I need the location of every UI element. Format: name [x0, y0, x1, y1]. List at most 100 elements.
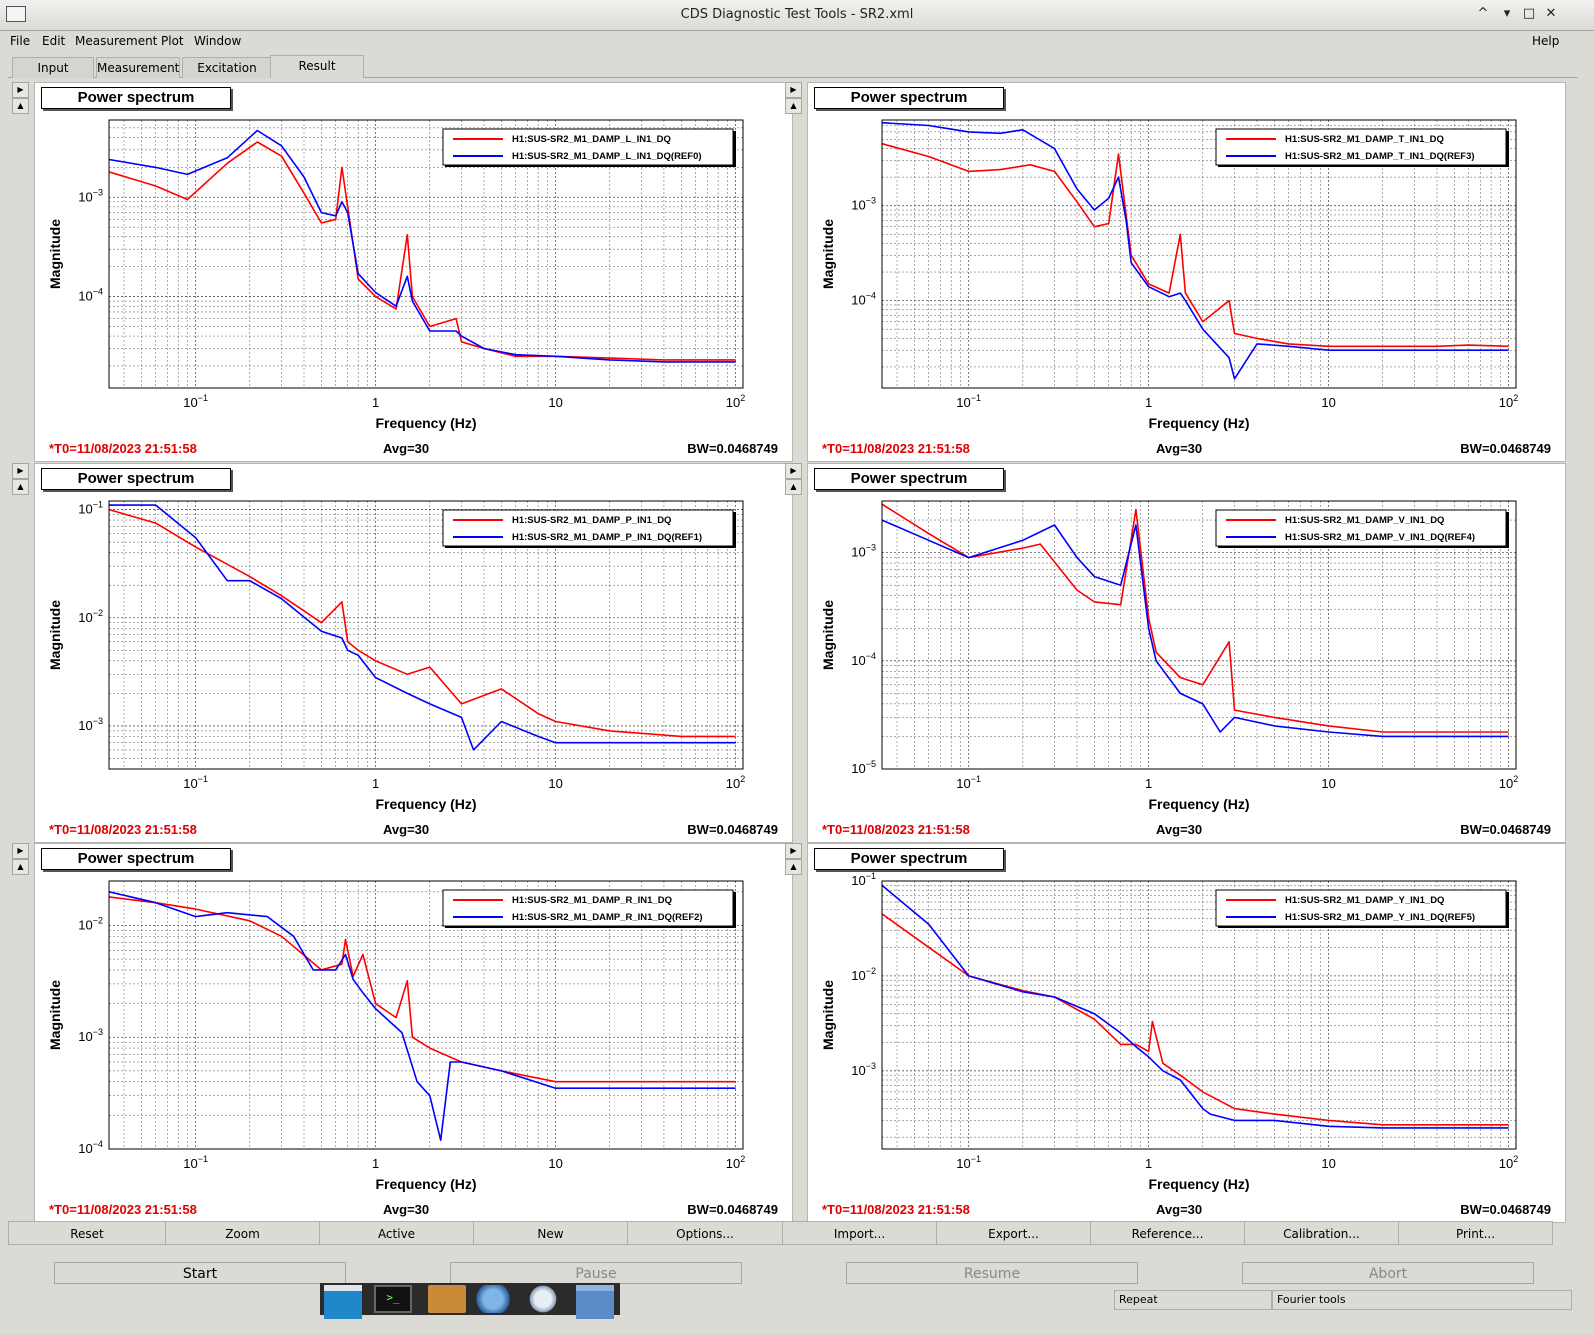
- x-tick-label: 102: [726, 1154, 745, 1171]
- series-line-1: [109, 504, 736, 751]
- plot-panel[interactable]: ▶ ▲ 10−1 1 10 102 10−4 10−3 Frequency (Hz) Magnit…: [8, 82, 793, 462]
- minimize-icon[interactable]: ▾: [1503, 6, 1511, 21]
- zoom-button[interactable]: Zoom: [165, 1221, 320, 1245]
- plot-panel[interactable]: ▶ ▲ 10−1 1 10 102 10−3 10−2 10−1 Frequency (Hz) Ma…: [781, 843, 1566, 1223]
- panel-expand-arrow-icon[interactable]: ▶: [785, 843, 802, 859]
- y-tick-label: 10−2: [78, 915, 103, 932]
- close-icon[interactable]: ✕: [1545, 6, 1557, 21]
- y-tick-label: 10−4: [78, 1139, 103, 1156]
- reference-button[interactable]: Reference...: [1090, 1221, 1245, 1245]
- x-tick-label: 102: [1499, 774, 1518, 791]
- reset-button[interactable]: Reset: [8, 1221, 166, 1245]
- avg-label: Avg=30: [1156, 822, 1203, 837]
- x-axis-label: Frequency (Hz): [1148, 1176, 1249, 1192]
- export-button[interactable]: Export...: [936, 1221, 1091, 1245]
- plot-frame: [881, 880, 1517, 1150]
- legend-entry: H1:SUS-SR2_M1_DAMP_L_IN1_DQ(REF0): [512, 151, 702, 162]
- plot-title[interactable]: Power spectrum: [41, 468, 231, 490]
- panel-expand-arrow-icon[interactable]: ▶: [12, 463, 29, 479]
- power-spectrum-chart[interactable]: 10−1 1 10 102 10−4 10−3 Frequency (Hz) Magnitud…: [35, 83, 794, 463]
- panel-expand-arrow-icon[interactable]: ▶: [12, 843, 29, 859]
- power-spectrum-chart[interactable]: 10−1 1 10 102 10−3 10−2 10−1 Frequency (Hz) Magn…: [808, 844, 1567, 1224]
- y-tick-label: 10−3: [851, 196, 876, 213]
- menu-help[interactable]: Help: [1532, 34, 1560, 48]
- power-spectrum-chart[interactable]: 10−1 1 10 102 10−4 10−3 10−2 Frequency (Hz) Magn…: [35, 844, 794, 1224]
- plot-title[interactable]: Power spectrum: [41, 848, 231, 870]
- panel-expand-arrow-icon[interactable]: ▶: [785, 82, 802, 98]
- panel-collapse-arrow-icon[interactable]: ▲: [12, 479, 29, 495]
- legend-entry: H1:SUS-SR2_M1_DAMP_P_IN1_DQ: [512, 515, 671, 526]
- power-spectrum-chart[interactable]: 10−1 1 10 102 10−3 10−2 10−1 Frequency (Hz) Magn…: [35, 464, 794, 844]
- panel-collapse-arrow-icon[interactable]: ▲: [785, 479, 802, 495]
- abort-button[interactable]: Abort: [1242, 1262, 1534, 1284]
- power-spectrum-chart[interactable]: 10−1 1 10 102 10−5 10−4 10−3 Frequency (Hz) Magn…: [808, 464, 1567, 844]
- plot-panel[interactable]: ▶ ▲ 10−1 1 10 102 10−3 10−2 10−1 Frequency (Hz) Ma…: [8, 463, 793, 843]
- y-tick-label: 10−3: [78, 187, 103, 204]
- tab-excitation[interactable]: Excitation: [182, 57, 272, 78]
- pause-button[interactable]: Pause: [450, 1262, 742, 1284]
- x-tick-label: 10: [548, 395, 562, 410]
- plot-pad[interactable]: 10−1 1 10 102 10−3 10−2 10−1 Frequency (Hz) Magn…: [34, 463, 793, 843]
- menu-measurement[interactable]: Measurement: [75, 34, 158, 48]
- legend: H1:SUS-SR2_M1_DAMP_V_IN1_DQ H1:SUS-SR2_M1…: [1215, 509, 1509, 548]
- plot-title[interactable]: Power spectrum: [814, 848, 1004, 870]
- tab-result[interactable]: Result: [270, 55, 364, 78]
- resume-button[interactable]: Resume: [846, 1262, 1138, 1284]
- options-button[interactable]: Options...: [627, 1221, 783, 1245]
- plot-panel[interactable]: ▶ ▲ 10−1 1 10 102 10−5 10−4 10−3 Frequency (Hz) Ma…: [781, 463, 1566, 843]
- avg-label: Avg=30: [383, 441, 430, 456]
- terminal-icon[interactable]: >_: [374, 1285, 412, 1313]
- power-spectrum-chart[interactable]: 10−1 1 10 102 10−4 10−3 Frequency (Hz) Magnitud…: [808, 83, 1567, 463]
- plot-pad[interactable]: 10−1 1 10 102 10−4 10−3 Frequency (Hz) Magnitud…: [34, 82, 793, 462]
- series-line-1: [881, 121, 1509, 380]
- x-axis-label: Frequency (Hz): [1148, 415, 1249, 431]
- desktop-icon[interactable]: [324, 1285, 362, 1319]
- folder-icon[interactable]: [576, 1285, 614, 1319]
- series-line-1: [881, 884, 1509, 1129]
- maximize-icon[interactable]: □: [1522, 6, 1536, 21]
- archive-icon[interactable]: [428, 1285, 466, 1313]
- x-tick-label: 10−1: [956, 1154, 981, 1171]
- x-tick-label: 1: [1145, 395, 1152, 410]
- t0-label: *T0=11/08/2023 21:51:58: [49, 441, 197, 456]
- x-tick-label: 10: [548, 776, 562, 791]
- active-button[interactable]: Active: [319, 1221, 474, 1245]
- search-icon[interactable]: [524, 1285, 562, 1313]
- panel-collapse-arrow-icon[interactable]: ▲: [785, 98, 802, 114]
- plot-title[interactable]: Power spectrum: [814, 87, 1004, 109]
- plot-title[interactable]: Power spectrum: [41, 87, 231, 109]
- menu-plot[interactable]: Plot: [161, 34, 184, 48]
- new-button[interactable]: New: [473, 1221, 628, 1245]
- plot-frame: [881, 500, 1517, 770]
- tab-input[interactable]: Input: [12, 57, 94, 78]
- panel-expand-arrow-icon[interactable]: ▶: [785, 463, 802, 479]
- y-tick-label: 10−1: [78, 500, 103, 517]
- print-button[interactable]: Print...: [1398, 1221, 1553, 1245]
- menu-file[interactable]: File: [10, 34, 31, 48]
- panel-collapse-arrow-icon[interactable]: ▲: [12, 859, 29, 875]
- menu-window[interactable]: Window: [194, 34, 242, 48]
- browser-icon[interactable]: [474, 1285, 512, 1313]
- calibration-button[interactable]: Calibration...: [1244, 1221, 1399, 1245]
- plot-panel[interactable]: ▶ ▲ 10−1 1 10 102 10−4 10−3 10−2 Frequency (Hz) Ma…: [8, 843, 793, 1223]
- plot-pad[interactable]: 10−1 1 10 102 10−3 10−2 10−1 Frequency (Hz) Magn…: [807, 843, 1566, 1223]
- panel-expand-arrow-icon[interactable]: ▶: [12, 82, 29, 98]
- x-axis-label: Frequency (Hz): [375, 1176, 476, 1192]
- plot-pad[interactable]: 10−1 1 10 102 10−4 10−3 10−2 Frequency (Hz) Magn…: [34, 843, 793, 1223]
- plot-title[interactable]: Power spectrum: [814, 468, 1004, 490]
- import-button[interactable]: Import...: [782, 1221, 937, 1245]
- x-tick-label: 10: [1321, 776, 1335, 791]
- x-tick-label: 102: [1499, 393, 1518, 410]
- bw-label: BW=0.0468749: [687, 441, 778, 456]
- run-controls: Start Pause Resume Abort: [0, 1262, 1594, 1288]
- tab-measurement[interactable]: Measurement: [96, 57, 180, 78]
- plot-pad[interactable]: 10−1 1 10 102 10−5 10−4 10−3 Frequency (Hz) Magn…: [807, 463, 1566, 843]
- menu-edit[interactable]: Edit: [42, 34, 66, 48]
- shade-icon[interactable]: ^: [1477, 6, 1489, 21]
- plot-panel[interactable]: ▶ ▲ 10−1 1 10 102 10−4 10−3 Frequency (Hz) Magnit…: [781, 82, 1566, 462]
- panel-collapse-arrow-icon[interactable]: ▲: [12, 98, 29, 114]
- start-button[interactable]: Start: [54, 1262, 346, 1284]
- plot-pad[interactable]: 10−1 1 10 102 10−4 10−3 Frequency (Hz) Magnitud…: [807, 82, 1566, 462]
- panel-collapse-arrow-icon[interactable]: ▲: [785, 859, 802, 875]
- x-tick-label: 10: [548, 1156, 562, 1171]
